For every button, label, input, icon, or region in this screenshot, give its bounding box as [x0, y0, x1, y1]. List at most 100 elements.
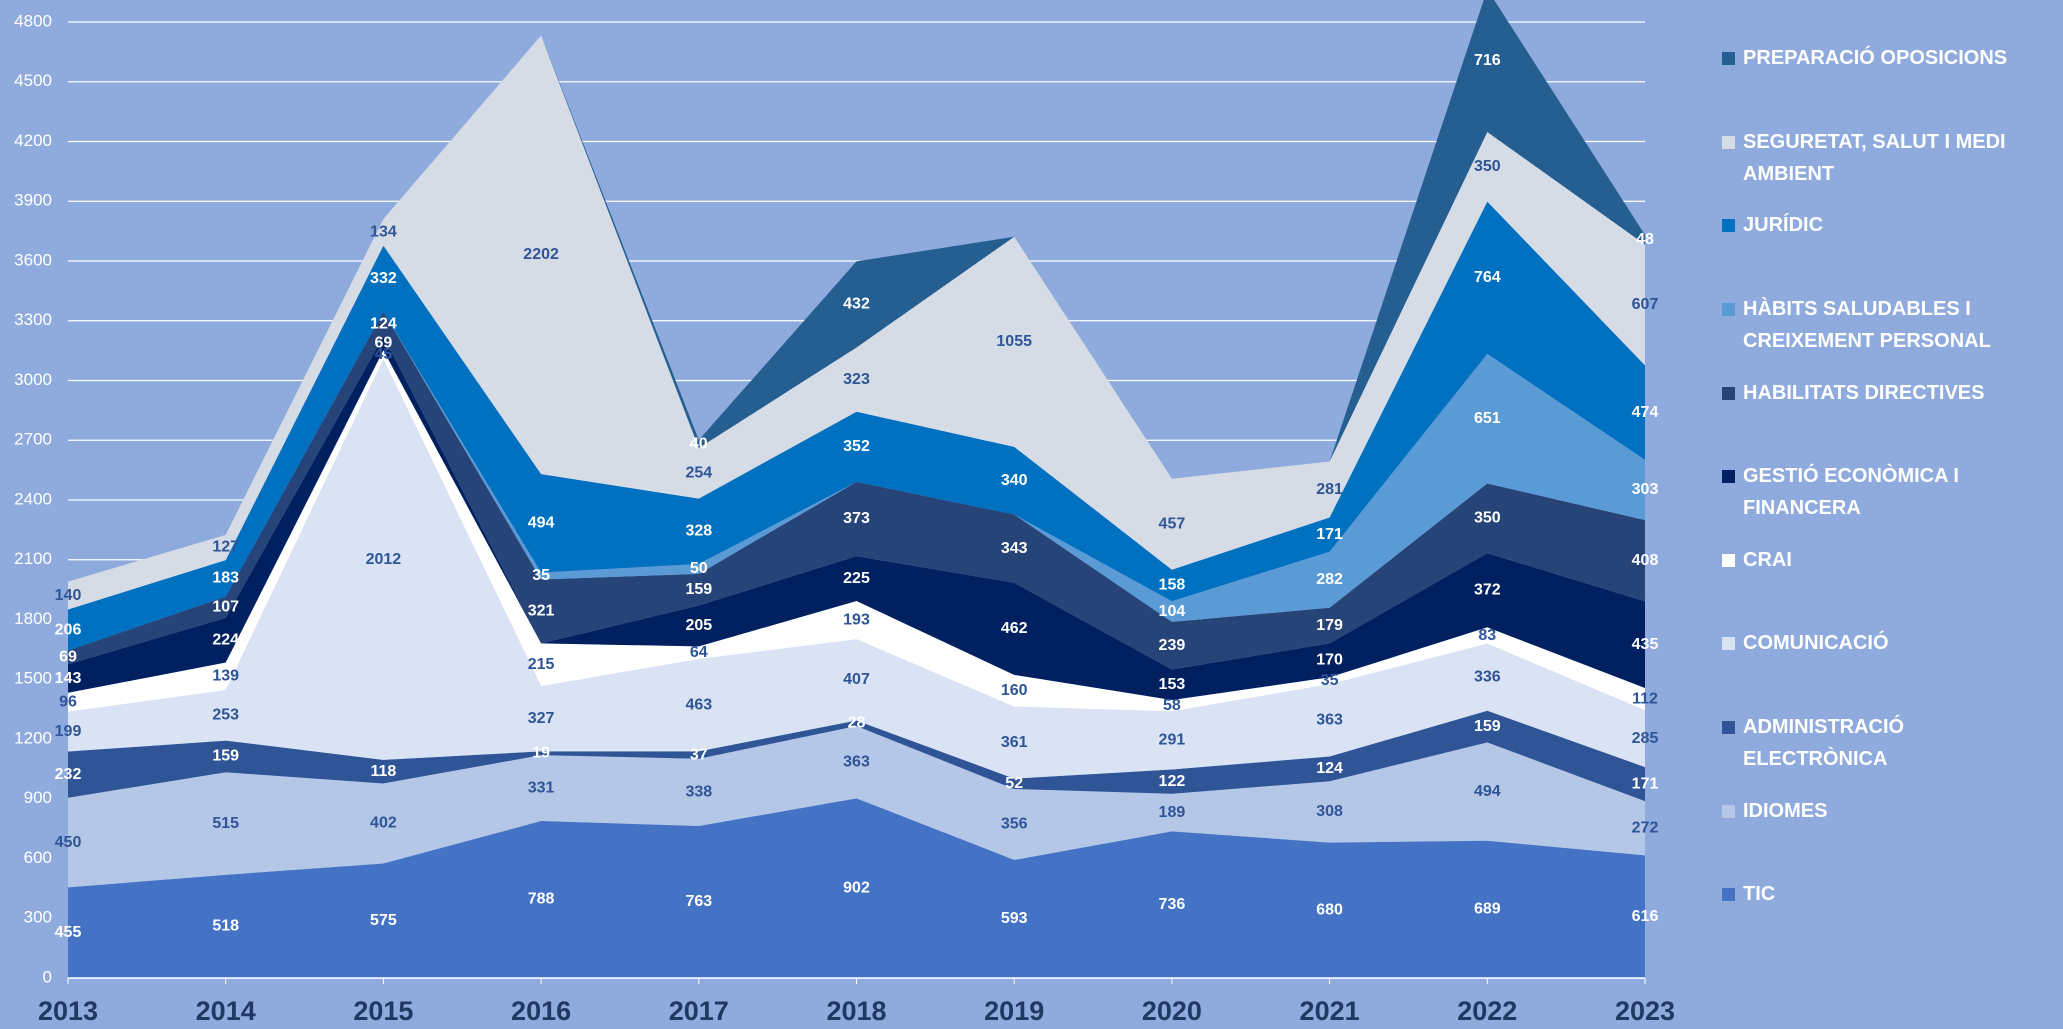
- data-label: 350: [1474, 158, 1501, 175]
- chart: 0 300 600 900 1200 1500 1800 2100 2400 2700 3000 33…: [14, 0, 1675, 1026]
- data-label: 494: [528, 515, 555, 532]
- y-tick-label: 2100: [14, 549, 52, 568]
- legend-swatch: [1722, 387, 1735, 400]
- data-label: 716: [1474, 52, 1501, 69]
- data-label: 107: [212, 598, 239, 615]
- data-label: 689: [1474, 901, 1501, 918]
- data-label: 139: [212, 668, 239, 685]
- data-label: 363: [843, 753, 870, 770]
- data-label: 215: [528, 656, 555, 673]
- data-label: 336: [1474, 668, 1501, 685]
- data-label: 50: [690, 560, 708, 577]
- data-label: 455: [55, 924, 82, 941]
- data-label: 206: [55, 621, 82, 638]
- data-label: 35: [532, 567, 550, 584]
- data-label: 303: [1632, 481, 1659, 498]
- legend-label: HABILITATS DIRECTIVES: [1743, 382, 1985, 404]
- legend-item: CRAI: [1722, 544, 2052, 576]
- legend-item: SEGURETAT, SALUT I MEDI AMBIENT: [1722, 126, 2052, 190]
- data-label: 363: [1316, 712, 1343, 729]
- data-label: 69: [375, 335, 393, 352]
- data-label: 463: [685, 696, 712, 713]
- data-label: 462: [1001, 620, 1028, 637]
- data-label: 199: [55, 723, 82, 740]
- data-label: 282: [1316, 571, 1343, 588]
- data-label: 372: [1474, 581, 1501, 598]
- data-label: 69: [59, 649, 77, 666]
- y-tick-label: 4200: [14, 131, 52, 150]
- data-label: 408: [1632, 552, 1659, 569]
- legend-label: GESTIÓ ECONÒMICA I FINANCERA: [1743, 465, 1959, 519]
- legend-label: PREPARACIÓ OPOSICIONS: [1743, 47, 2008, 69]
- data-label: 19: [532, 744, 550, 761]
- legend-swatch: [1722, 554, 1735, 567]
- legend-label: ADMINISTRACIÓ ELECTRÒNICA: [1743, 716, 1905, 770]
- data-label: 40: [690, 435, 708, 452]
- x-tick-label: 2013: [38, 996, 98, 1026]
- y-tick-label: 300: [24, 908, 52, 927]
- data-label: 593: [1001, 910, 1028, 927]
- data-label: 764: [1474, 269, 1501, 286]
- data-label: 64: [690, 644, 708, 661]
- data-label: 96: [59, 694, 77, 711]
- legend-label: HÀBITS SALUDABLES I CREIXEMENT PERSONAL: [1743, 298, 1991, 352]
- data-label: 104: [1159, 603, 1186, 620]
- y-tick-label: 0: [43, 967, 52, 986]
- x-tick-label: 2021: [1300, 996, 1360, 1026]
- data-label: 331: [528, 779, 555, 796]
- data-label: 407: [843, 671, 870, 688]
- x-tick-label: 2020: [1142, 996, 1202, 1026]
- legend-swatch: [1722, 888, 1735, 901]
- area: [68, 311, 1645, 670]
- x-tick-label: 2019: [984, 996, 1044, 1026]
- legend-swatch: [1722, 470, 1735, 483]
- x-tick-label: 2023: [1615, 996, 1675, 1026]
- data-label: 680: [1316, 902, 1343, 919]
- data-label: 515: [212, 815, 239, 832]
- legend-item: HÀBITS SALUDABLES I CREIXEMENT PERSONAL: [1722, 293, 2052, 357]
- data-label: 340: [1001, 472, 1028, 489]
- legend-swatch: [1722, 721, 1735, 734]
- x-tick-label: 2014: [196, 996, 256, 1026]
- data-label: 189: [1159, 804, 1186, 821]
- y-tick-label: 900: [24, 788, 52, 807]
- y-tick-label: 1800: [14, 609, 52, 628]
- x-tick-label: 2017: [669, 996, 729, 1026]
- area: [68, 201, 1645, 651]
- data-label: 140: [55, 587, 82, 604]
- legend-item: GESTIÓ ECONÒMICA I FINANCERA: [1722, 460, 2052, 524]
- y-tick-label: 2400: [14, 489, 52, 508]
- legend-label: COMUNICACIÓ: [1743, 632, 1889, 654]
- data-label: 361: [1001, 734, 1028, 751]
- data-label: 159: [212, 748, 239, 765]
- data-label: 193: [843, 611, 870, 628]
- y-tick-label: 3600: [14, 250, 52, 269]
- data-label: 651: [1474, 410, 1501, 427]
- data-label: 134: [370, 224, 397, 241]
- legend-swatch: [1722, 303, 1735, 316]
- legend-item: ADMINISTRACIÓ ELECTRÒNICA: [1722, 711, 2052, 775]
- legend-item: PREPARACIÓ OPOSICIONS: [1722, 42, 2052, 74]
- data-label: 328: [685, 522, 712, 539]
- legend-swatch: [1722, 219, 1735, 232]
- data-label: 321: [528, 603, 555, 620]
- legend-swatch: [1722, 637, 1735, 650]
- data-label: 159: [685, 581, 712, 598]
- data-label: 153: [1159, 676, 1186, 693]
- y-tick-label: 3300: [14, 310, 52, 329]
- area: [68, 726, 1645, 888]
- data-label: 232: [55, 766, 82, 783]
- y-tick-label: 600: [24, 848, 52, 867]
- data-label: 48: [1636, 231, 1654, 248]
- legend-item: IDIOMES: [1722, 795, 2052, 827]
- legend-label: SEGURETAT, SALUT I MEDI AMBIENT: [1743, 131, 2006, 185]
- data-label: 158: [1159, 577, 1186, 594]
- data-label: 179: [1316, 617, 1343, 634]
- data-label: 37: [690, 746, 708, 763]
- y-tick-label: 2700: [14, 430, 52, 449]
- area: [68, 0, 1645, 582]
- data-label: 272: [1632, 819, 1659, 836]
- data-label: 332: [370, 270, 397, 287]
- legend-item: COMUNICACIÓ: [1722, 627, 2052, 659]
